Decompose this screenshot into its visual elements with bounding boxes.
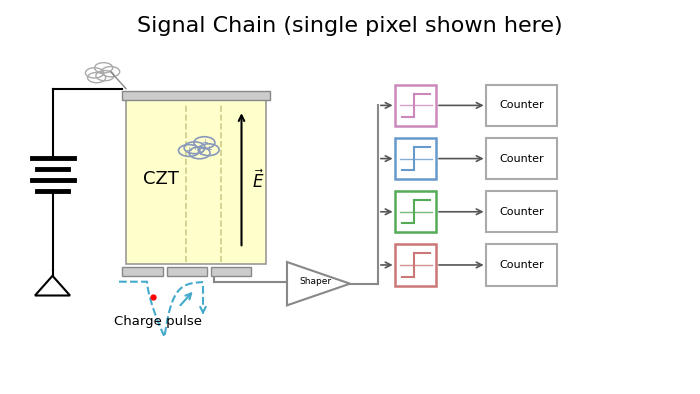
FancyBboxPatch shape [486,191,556,232]
Text: +: + [196,149,203,157]
FancyBboxPatch shape [486,138,556,179]
Text: Counter: Counter [499,100,544,110]
FancyBboxPatch shape [126,98,266,264]
Text: $\vec{E}$: $\vec{E}$ [252,170,265,193]
Text: CZT: CZT [144,170,179,188]
Text: +: + [186,146,192,155]
FancyBboxPatch shape [122,267,163,276]
FancyBboxPatch shape [211,267,251,276]
Text: +: + [191,143,198,152]
Text: Counter: Counter [499,207,544,217]
FancyBboxPatch shape [395,244,436,286]
FancyBboxPatch shape [395,85,436,126]
Polygon shape [287,262,350,305]
Text: Shaper: Shaper [299,277,331,286]
FancyBboxPatch shape [486,85,556,126]
FancyBboxPatch shape [395,138,436,179]
Text: Counter: Counter [499,260,544,270]
Polygon shape [35,276,70,296]
FancyBboxPatch shape [486,244,556,286]
Text: +: + [201,138,208,147]
FancyBboxPatch shape [167,267,207,276]
Text: +: + [205,145,212,154]
FancyBboxPatch shape [395,191,436,232]
Text: Counter: Counter [499,154,544,164]
FancyBboxPatch shape [122,91,270,100]
Text: Charge pulse: Charge pulse [113,315,202,328]
Text: Signal Chain (single pixel shown here): Signal Chain (single pixel shown here) [137,16,563,36]
